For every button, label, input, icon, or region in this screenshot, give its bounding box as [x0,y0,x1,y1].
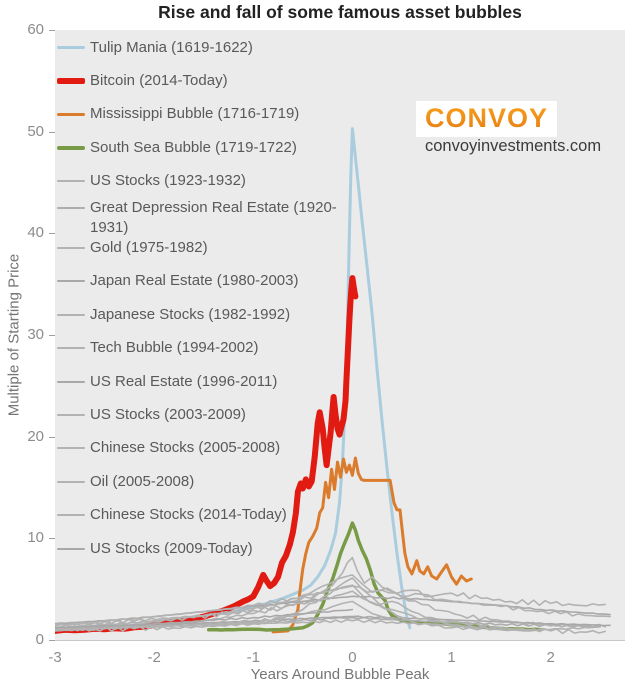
y-tick-mark [49,335,55,336]
legend-item: Tulip Mania (1619-1622) [57,31,377,64]
legend-label: US Stocks (2009-Today) [90,539,253,557]
y-tick-label: 40 [27,224,44,242]
legend-swatch [57,46,85,50]
legend-label: Bitcoin (2014-Today) [90,72,228,90]
x-tick-label: -2 [147,649,161,666]
legend-item: Oil (2005-2008) [57,465,377,498]
legend-swatch [57,413,85,416]
legend-item: Bitcoin (2014-Today) [57,64,377,97]
y-tick-mark [49,640,55,641]
legend-label: Great Depression Real Estate (1920-1931) [90,198,337,236]
legend-swatch [57,313,85,316]
y-tick-label: 30 [27,326,44,343]
legend-swatch [57,280,85,283]
convoy-logo-text: CONVOY [425,103,549,133]
y-tick-label: 20 [27,427,44,445]
y-tick-label: 10 [27,529,44,547]
legend-item: US Real Estate (1996-2011) [57,365,377,398]
legend-swatch [57,547,85,550]
legend-swatch [57,447,85,450]
legend-label: Mississippi Bubble (1716-1719) [90,105,300,123]
x-tick-label: -3 [48,649,62,666]
legend-swatch [57,247,85,250]
legend-item: Tech Bubble (1994-2002) [57,332,377,365]
legend-swatch [57,78,85,85]
plot-area: Tulip Mania (1619-1622) Bitcoin (2014-Tod… [55,30,625,641]
legend-label: Japan Real Estate (1980-2003) [90,272,299,290]
y-tick-mark [49,436,55,438]
series-line [271,456,473,634]
legend-label: US Stocks (2003-2009) [90,405,246,423]
series-line [55,585,611,627]
legend-swatch [57,206,85,209]
x-tick-label: -1 [246,649,260,666]
legend-item: South Sea Bubble (1719-1722) [57,131,377,164]
series-line [55,608,354,629]
y-tick-label: 0 [35,631,44,648]
legend-label: Tulip Mania (1619-1622) [90,38,253,56]
legend-item: US Stocks (2009-Today) [57,532,377,565]
y-tick-mark [49,30,55,31]
legend-item: US Stocks (1923-1932) [57,165,377,198]
legend-item: Mississippi Bubble (1716-1719) [57,98,377,131]
legend-item: US Stocks (2003-2009) [57,398,377,431]
legend-swatch [57,146,85,150]
legend-item: Chinese Stocks (2005-2008) [57,432,377,465]
convoy-logo: CONVOY [416,101,558,137]
series-line [55,590,532,632]
y-tick-label: 60 [27,21,44,38]
legend-item: Chinese Stocks (2014-Today) [57,498,377,531]
legend-swatch [57,347,85,350]
legend-label: Gold (1975-1982) [90,239,208,257]
x-axis-title: Years Around Bubble Peak [250,666,430,683]
legend-label: US Real Estate (1996-2011) [90,372,278,390]
series-line [55,615,611,629]
y-tick-label: 50 [27,122,44,140]
y-tick-mark [49,233,55,235]
legend-swatch [57,480,85,483]
legend-swatch [57,112,85,116]
chart-title: Rise and fall of some famous asset bubbl… [158,2,522,22]
legend-label: Chinese Stocks (2005-2008) [90,439,281,457]
legend-item: Great Depression Real Estate (1920-1931) [57,198,377,236]
legend-label: Oil (2005-2008) [90,472,195,490]
x-tick-label: 2 [546,649,555,666]
series-line [55,600,393,631]
legend-swatch [57,514,85,517]
legend-item: Japan Real Estate (1980-2003) [57,265,377,298]
legend-label: US Stocks (1923-1932) [90,172,246,190]
legend-label: South Sea Bubble (1719-1722) [90,138,297,156]
legend-item: Japanese Stocks (1982-1992) [57,298,377,331]
legend-label: Tech Bubble (1994-2002) [90,339,259,357]
y-tick-mark [49,131,55,133]
chart-canvas [55,127,611,635]
legend-label: Japanese Stocks (1982-1992) [90,305,291,323]
legend-item: Gold (1975-1982) [57,231,377,264]
legend-label: Chinese Stocks (2014-Today) [90,506,287,524]
watermark-url: convoyinvestments.com [425,137,602,155]
y-tick-mark [49,538,55,540]
legend-swatch [57,380,85,383]
legend: Tulip Mania (1619-1622) Bitcoin (2014-Tod… [57,31,377,565]
legend-swatch [57,180,85,183]
x-tick-label: 1 [447,649,456,666]
x-tick-label: 0 [348,649,357,666]
watermark: CONVOY convoyinvestments.com [416,101,601,156]
